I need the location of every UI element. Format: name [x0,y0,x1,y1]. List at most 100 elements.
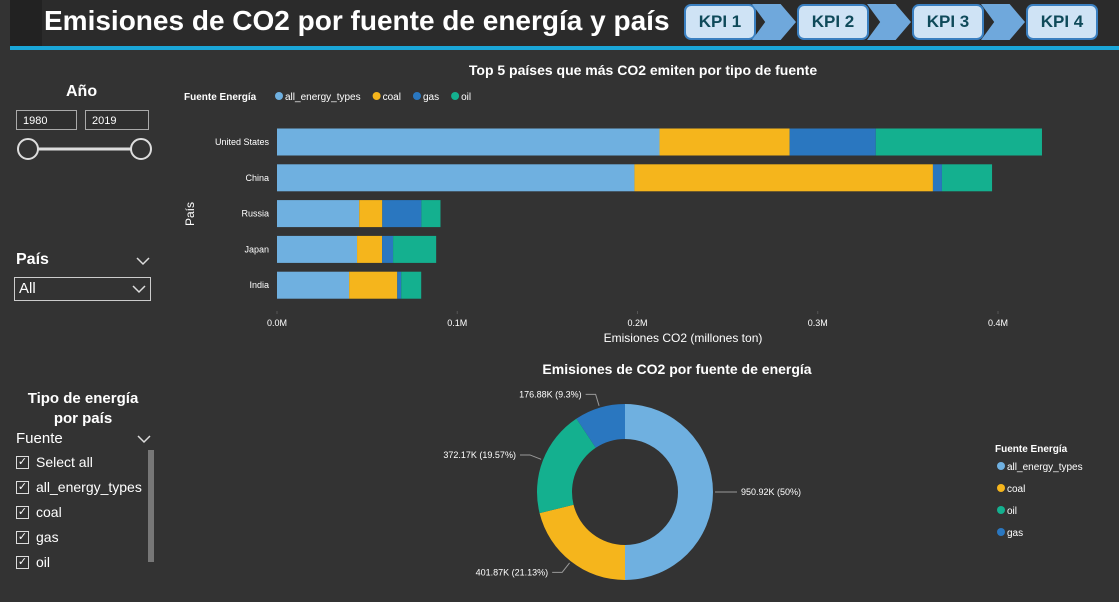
checkbox[interactable]: ✓ [16,555,29,569]
x-axis-label: Emisiones CO2 (millones ton) [604,331,763,345]
bar-segment [659,128,790,156]
y-tick-label: Russia [241,209,269,219]
year-start[interactable]: 1980 [16,110,77,130]
kpi-button[interactable]: KPI 3 [912,4,984,40]
legend-label: gas [423,92,439,103]
x-tick-label: 0.4M [988,318,1008,328]
legend-label: oil [461,92,471,103]
bar-segment [941,164,993,192]
bar-segment [359,200,383,228]
energy-field: Fuente [16,430,63,447]
donut-slice [625,404,713,580]
y-tick-label: India [249,280,269,290]
slider-handle[interactable] [17,138,39,160]
bar-segment [397,271,402,299]
checkbox-item[interactable]: ✓ coal [16,502,62,522]
bar-segment [932,164,942,192]
legend-marker [997,462,1005,470]
y-tick-label: Japan [244,244,269,254]
legend-marker [451,92,460,100]
legend-marker [275,92,283,100]
data-label: 401.87K (21.13%) [476,567,549,577]
bar-segment [277,200,360,228]
y-tick-label: United States [215,137,270,147]
chevron-icon[interactable] [136,433,152,445]
checkbox[interactable]: ✓ [16,455,29,469]
y-tick-label: China [245,173,269,183]
kpi-button[interactable]: KPI 1 [684,4,756,40]
year-end[interactable]: 2019 [85,110,149,130]
header-block [10,0,42,46]
legend-label: gas [1007,528,1023,539]
legend-label: coal [1007,484,1025,495]
year-title: Año [66,83,98,100]
slider-handle[interactable] [130,138,152,160]
donut-slice [537,418,596,514]
chart-title: Top 5 países que más CO2 emiten por tipo… [469,62,817,78]
bar-segment [401,271,422,299]
bar-segment [277,164,635,192]
data-label: 372.17K (19.57%) [443,450,516,460]
legend-marker [997,484,1005,492]
donut-slice [576,404,625,448]
chart-title: Emisiones de CO2 por fuente de energía [542,361,811,377]
legend-label: all_energy_types [1007,462,1083,473]
legend-marker [372,92,381,100]
donut-slice [539,504,625,580]
x-tick-label: 0.3M [808,318,828,328]
checkbox-item[interactable]: ✓ oil [16,552,50,572]
country-dropdown[interactable]: All [14,277,151,301]
data-label: 176.88K (9.3%) [519,389,582,399]
option-label: Select all [36,454,93,470]
checkbox-item[interactable]: ✓ Select all [16,452,93,472]
bar-segment [357,235,383,263]
bar-segment [382,200,422,228]
bar-segment [393,235,437,263]
data-label: 950.92K (50%) [741,487,801,497]
checkbox[interactable]: ✓ [16,480,29,494]
country-title: País [16,251,49,268]
option-label: all_energy_types [36,479,142,495]
y-axis-label: País [183,202,197,226]
kpi-button[interactable]: KPI 4 [1026,4,1098,40]
energy-title: Tipo de energía por país [27,390,139,427]
checkbox[interactable]: ✓ [16,505,29,519]
bar-segment [277,235,358,263]
legend-marker [997,528,1005,536]
x-tick-label: 0.2M [627,318,647,328]
bar-segment [789,128,876,156]
x-tick-label: 0.0M [267,318,287,328]
page-title: Emisiones de CO2 por fuente de energía y… [44,5,670,36]
leader-line [552,562,570,573]
bar-segment [349,271,398,299]
checkbox-item[interactable]: ✓ all_energy_types [16,477,142,497]
legend-title: Fuente Energía [995,444,1068,455]
checkbox-item[interactable]: ✓ gas [16,527,59,547]
bar-segment [277,128,660,156]
option-label: oil [36,554,51,570]
bar-segment [634,164,933,192]
bar-segment [875,128,1042,156]
scrollbar[interactable] [148,450,154,562]
option-label: coal [36,504,62,520]
bar-segment [421,200,441,228]
chevron-icon [132,285,146,294]
kpi-button[interactable]: KPI 2 [797,4,869,40]
x-tick-label: 0.1M [447,318,467,328]
leader-line [585,393,600,406]
checkbox[interactable]: ✓ [16,530,29,544]
legend-marker [412,92,421,100]
year-slider[interactable] [14,136,156,164]
dropdown-value: All [19,280,36,297]
legend-label: oil [1007,506,1017,517]
option-label: gas [36,529,59,545]
legend-marker [997,506,1005,514]
legend-title: Fuente Energía [184,92,257,103]
legend-label: all_energy_types [285,92,361,103]
bar-segment [277,271,350,299]
legend-label: coal [383,92,401,103]
chevron-icon[interactable] [135,255,151,267]
bar-segment [382,235,394,263]
